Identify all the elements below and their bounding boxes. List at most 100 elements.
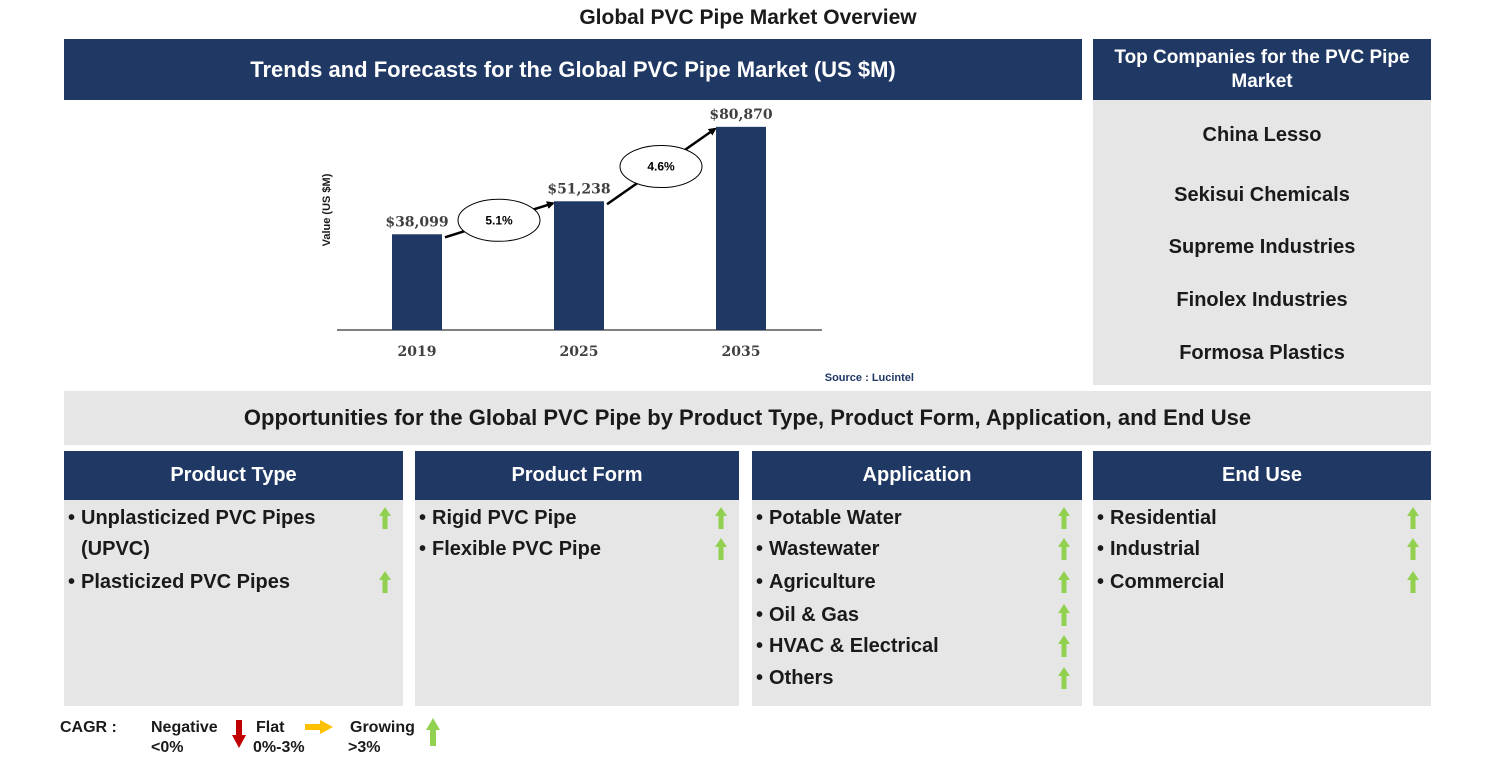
segment-item: • Wastewater bbox=[756, 534, 879, 565]
source-label: Source : Lucintel bbox=[825, 372, 914, 384]
segment-item: • Rigid PVC Pipe bbox=[419, 503, 576, 534]
cagr-ellipse bbox=[457, 198, 541, 242]
cagr-label: 5.1% bbox=[485, 213, 513, 227]
segment-item-text: Flexible PVC Pipe bbox=[432, 538, 601, 560]
segment-column: Product Type • Unplasticized PVC Pipes (UPV… bbox=[64, 451, 403, 706]
bullet: • bbox=[1097, 538, 1105, 560]
legend-growing-label: Growing bbox=[350, 719, 415, 736]
bar bbox=[392, 234, 442, 330]
segment-header: Product Form bbox=[415, 451, 739, 500]
x-tick-label: 2035 bbox=[722, 344, 761, 360]
page-title: Global PVC Pipe Market Overview bbox=[579, 6, 917, 29]
segment-item-label: HVAC & Electrical bbox=[769, 631, 939, 662]
segment-item-text: Rigid PVC Pipe bbox=[432, 507, 577, 529]
cagr-label: 4.6% bbox=[647, 160, 675, 174]
segment-item: • Plasticized PVC Pipes bbox=[68, 567, 290, 598]
bullet: • bbox=[68, 507, 76, 529]
legend-flat-label: Flat bbox=[256, 719, 285, 736]
segment-item: • Agriculture bbox=[756, 567, 876, 598]
up-arrow-icon bbox=[379, 507, 391, 529]
segment-header: Application bbox=[752, 451, 1082, 500]
segment-item-label: Oil & Gas bbox=[769, 600, 859, 631]
segment-column: Application • Potable Water • Wastewater • Agr… bbox=[752, 451, 1082, 706]
up-arrow-icon bbox=[1058, 667, 1070, 689]
segment-item-label: Industrial bbox=[1110, 534, 1200, 565]
up-arrow-icon bbox=[1407, 538, 1419, 560]
companies-header: Top Companies for the PVC Pipe Market bbox=[1093, 39, 1431, 100]
segment-item: • Flexible PVC Pipe bbox=[419, 534, 601, 565]
up-arrow-icon bbox=[715, 507, 727, 529]
segment-item-text: Oil & Gas bbox=[769, 604, 860, 626]
bar bbox=[554, 201, 604, 330]
segment-item: • Commercial bbox=[1097, 567, 1225, 598]
segment-item: • Residential bbox=[1097, 503, 1217, 534]
companies-panel: China Lesso Sekisui Chemicals Supreme In… bbox=[1093, 100, 1431, 385]
legend-cagr-label: CAGR : bbox=[60, 719, 117, 736]
segment-header: Product Type bbox=[64, 451, 403, 500]
up-arrow-icon bbox=[426, 718, 440, 746]
bullet: • bbox=[756, 538, 764, 560]
segment-item-label: Unplasticized PVC Pipes (UPVC) bbox=[81, 503, 316, 565]
up-arrow-icon bbox=[1407, 571, 1419, 593]
company-item: Finolex Industries bbox=[1176, 289, 1348, 311]
bullet: • bbox=[1097, 507, 1105, 529]
segment-item-text: (UPVC) bbox=[81, 538, 150, 560]
data-label: $38,099 bbox=[385, 214, 448, 230]
down-arrow-icon bbox=[232, 720, 246, 748]
legend-negative-range: <0% bbox=[151, 739, 184, 756]
bullet: • bbox=[756, 604, 764, 626]
segment-item-label: Potable Water bbox=[769, 503, 902, 534]
segment-item-text: Unplasticized PVC Pipes bbox=[81, 507, 316, 529]
opportunities-banner: Opportunities for the Global PVC Pipe by… bbox=[64, 391, 1431, 445]
up-arrow-icon bbox=[379, 571, 391, 593]
company-item: Formosa Plastics bbox=[1179, 342, 1345, 364]
chart-area: Value (US $M) $38,099 2019 $51,238 2025 $80,8… bbox=[64, 100, 1082, 390]
segment-item: • Others bbox=[756, 663, 833, 694]
segment-column: Product Form • Rigid PVC Pipe • Flexible PVC… bbox=[415, 451, 739, 706]
segment-item: • Industrial bbox=[1097, 534, 1200, 565]
cagr-ellipse bbox=[619, 145, 703, 189]
company-item: China Lesso bbox=[1202, 124, 1322, 146]
segment-item-text: Commercial bbox=[1110, 571, 1225, 593]
segment-item-label: Wastewater bbox=[769, 534, 879, 565]
segment-item-label: Rigid PVC Pipe bbox=[432, 503, 576, 534]
segment-item-label: Agriculture bbox=[769, 567, 876, 598]
segment-item-text: Others bbox=[769, 667, 834, 689]
segment-item-label: Plasticized PVC Pipes bbox=[81, 567, 290, 598]
company-item: Supreme Industries bbox=[1168, 236, 1356, 258]
legend-negative-label: Negative bbox=[151, 719, 218, 736]
bar-chart: Value (US $M) $38,099 2019 $51,238 2025 $80,8… bbox=[321, 107, 914, 384]
bullet: • bbox=[756, 635, 764, 657]
bullet: • bbox=[756, 507, 764, 529]
up-arrow-icon bbox=[1058, 538, 1070, 560]
y-axis-label: Value (US $M) bbox=[321, 173, 333, 246]
segment-item-label: Others bbox=[769, 663, 833, 694]
data-label: $80,870 bbox=[709, 107, 773, 123]
segment-item-text: Residential bbox=[1110, 507, 1217, 529]
legend-growing-range: >3% bbox=[348, 739, 381, 756]
segment-item: • Unplasticized PVC Pipes (UPVC) bbox=[68, 503, 316, 565]
segment-item-text: Plasticized PVC Pipes bbox=[81, 571, 290, 593]
up-arrow-icon bbox=[1058, 635, 1070, 657]
segment-item-text: Agriculture bbox=[769, 571, 876, 593]
up-arrow-icon bbox=[1058, 604, 1070, 626]
segment-header: End Use bbox=[1093, 451, 1431, 500]
segment-item: • Oil & Gas bbox=[756, 600, 859, 631]
x-tick-label: 2019 bbox=[398, 344, 437, 360]
segment-item-text: HVAC & Electrical bbox=[769, 635, 939, 657]
bullet: • bbox=[419, 538, 427, 560]
up-arrow-icon bbox=[1058, 507, 1070, 529]
bar bbox=[716, 126, 766, 330]
segment-item-text: Industrial bbox=[1110, 538, 1201, 560]
segment-item-label: Residential bbox=[1110, 503, 1217, 534]
bullet: • bbox=[419, 507, 427, 529]
right-arrow-icon bbox=[305, 720, 333, 734]
segment-item-text: Wastewater bbox=[769, 538, 880, 560]
cagr-legend: CAGR : Negative <0% Flat 0%-3% Growing >… bbox=[60, 718, 480, 763]
segment-item-label: Flexible PVC Pipe bbox=[432, 534, 601, 565]
bullet: • bbox=[68, 571, 76, 593]
segment-item-text: Potable Water bbox=[769, 507, 902, 529]
company-item: Sekisui Chemicals bbox=[1174, 184, 1350, 206]
up-arrow-icon bbox=[1407, 507, 1419, 529]
chart-header: Trends and Forecasts for the Global PVC … bbox=[64, 39, 1082, 100]
